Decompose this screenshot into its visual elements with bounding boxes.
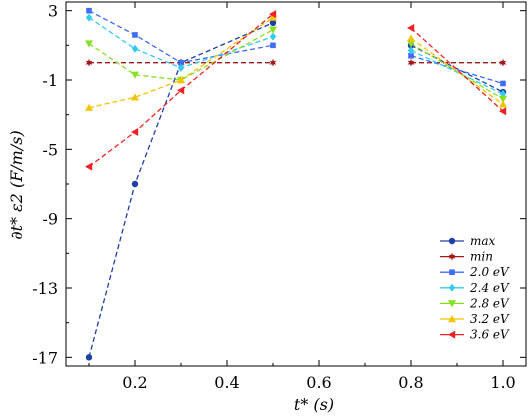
marker-star — [499, 58, 507, 67]
y-axis-label: ∂t* ε2 (F/m/s) — [7, 130, 26, 239]
marker-circle — [269, 19, 277, 26]
marker-diamond — [448, 283, 456, 292]
series-line — [410, 49, 504, 95]
series-line — [88, 13, 274, 168]
marker-square — [408, 52, 414, 59]
marker-triangle-left — [407, 24, 415, 32]
series-3-6-ev — [85, 10, 507, 171]
marker-triangle-down — [499, 95, 507, 104]
series-3-2-ev — [85, 13, 507, 111]
marker-triangle-left — [448, 330, 456, 339]
marker-triangle-up — [407, 34, 415, 42]
marker-square — [270, 42, 276, 49]
marker-triangle-left — [269, 10, 277, 19]
marker-star — [407, 58, 415, 67]
y-tick-label: -1 — [42, 71, 58, 90]
marker-star — [269, 58, 277, 67]
legend-item: max — [440, 234, 496, 248]
marker-triangle-down — [407, 40, 415, 48]
marker-triangle-down — [85, 40, 93, 48]
marker-triangle-up — [131, 93, 139, 101]
legend-label: 2.0 eV — [469, 265, 510, 279]
marker-triangle-up — [177, 76, 185, 84]
marker-square — [178, 59, 184, 66]
legend-label: min — [470, 250, 493, 264]
marker-triangle-up — [85, 103, 93, 111]
legend-item: 2.0 eV — [440, 265, 510, 279]
marker-star — [85, 58, 93, 67]
marker-triangle-up — [448, 315, 456, 323]
marker-circle — [448, 237, 456, 245]
series-2-4-ev — [85, 13, 507, 98]
x-tick-label: 0.2 — [122, 373, 147, 392]
legend-item: 2.4 eV — [440, 281, 510, 295]
plot-series — [85, 7, 507, 361]
legend-label: max — [470, 234, 496, 248]
y-tick-label: -9 — [42, 210, 58, 229]
series-max — [85, 19, 507, 361]
marker-triangle-down — [269, 26, 277, 34]
x-tick-label: 1.0 — [490, 373, 515, 392]
x-tick-label: 0.6 — [306, 373, 331, 392]
x-tick-label: 0.8 — [398, 373, 423, 392]
axis-titles: t* (s) ∂t* ε2 (F/m/s) — [7, 130, 334, 414]
marker-triangle-left — [177, 86, 185, 95]
axes: 0.2 0.4 0.6 0.8 1.0 3 -1 -5 -9 -13 -17 — [32, 1, 527, 392]
x-tick-label: 0.4 — [214, 373, 239, 392]
marker-triangle-left — [131, 128, 139, 136]
marker-square — [449, 269, 455, 275]
legend-label: 3.6 eV — [470, 328, 510, 342]
marker-triangle-left — [499, 107, 507, 116]
x-axis-label: t* (s) — [294, 395, 334, 414]
legend-item: 3.6 eV — [440, 328, 510, 342]
legend-item: min — [440, 250, 493, 264]
marker-diamond — [131, 44, 139, 53]
series-line — [88, 10, 274, 64]
marker-triangle-up — [269, 13, 277, 21]
marker-diamond — [85, 13, 93, 22]
marker-triangle-up — [499, 100, 507, 108]
legend-label: 2.8 eV — [469, 296, 510, 310]
series-line — [410, 43, 504, 100]
marker-circle — [85, 354, 93, 361]
series-line — [410, 55, 504, 85]
y-tick-label: 3 — [48, 2, 58, 21]
marker-triangle-down — [131, 71, 139, 79]
series-line — [88, 22, 274, 358]
series-2-0-ev — [86, 7, 506, 87]
legend-label: 2.4 eV — [469, 281, 510, 295]
legend-item: 2.8 eV — [440, 296, 510, 310]
series-line — [88, 29, 274, 81]
marker-circle — [131, 180, 139, 188]
marker-square — [500, 80, 506, 87]
marker-diamond — [269, 32, 277, 41]
legend-item: 3.2 eV — [440, 312, 510, 326]
marker-triangle-down — [448, 300, 456, 308]
y-tick-label: -5 — [42, 140, 58, 159]
marker-square — [132, 32, 138, 38]
series-line — [410, 27, 504, 112]
marker-square — [86, 7, 92, 14]
y-tick-label: -13 — [32, 279, 58, 298]
series-line — [410, 37, 504, 105]
legend-label: 3.2 eV — [470, 312, 510, 326]
marker-diamond — [177, 63, 185, 72]
marker-star — [448, 252, 456, 261]
y-tick-label: -17 — [32, 348, 58, 367]
marker-triangle-left — [85, 162, 93, 171]
series-2-8-ev — [85, 26, 507, 104]
marker-diamond — [407, 46, 415, 55]
